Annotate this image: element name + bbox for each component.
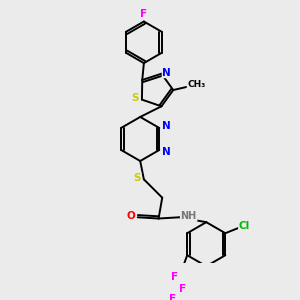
Text: N: N	[162, 68, 171, 77]
Text: F: F	[169, 293, 176, 300]
Text: F: F	[171, 272, 178, 281]
Text: N: N	[162, 147, 171, 157]
Text: O: O	[127, 211, 135, 221]
Text: F: F	[140, 9, 147, 19]
Text: S: S	[131, 93, 139, 103]
Text: Cl: Cl	[239, 221, 250, 231]
Text: F: F	[179, 284, 186, 294]
Text: S: S	[133, 173, 141, 183]
Text: NH: NH	[181, 211, 197, 221]
Text: N: N	[162, 121, 171, 131]
Text: CH₃: CH₃	[188, 80, 206, 89]
